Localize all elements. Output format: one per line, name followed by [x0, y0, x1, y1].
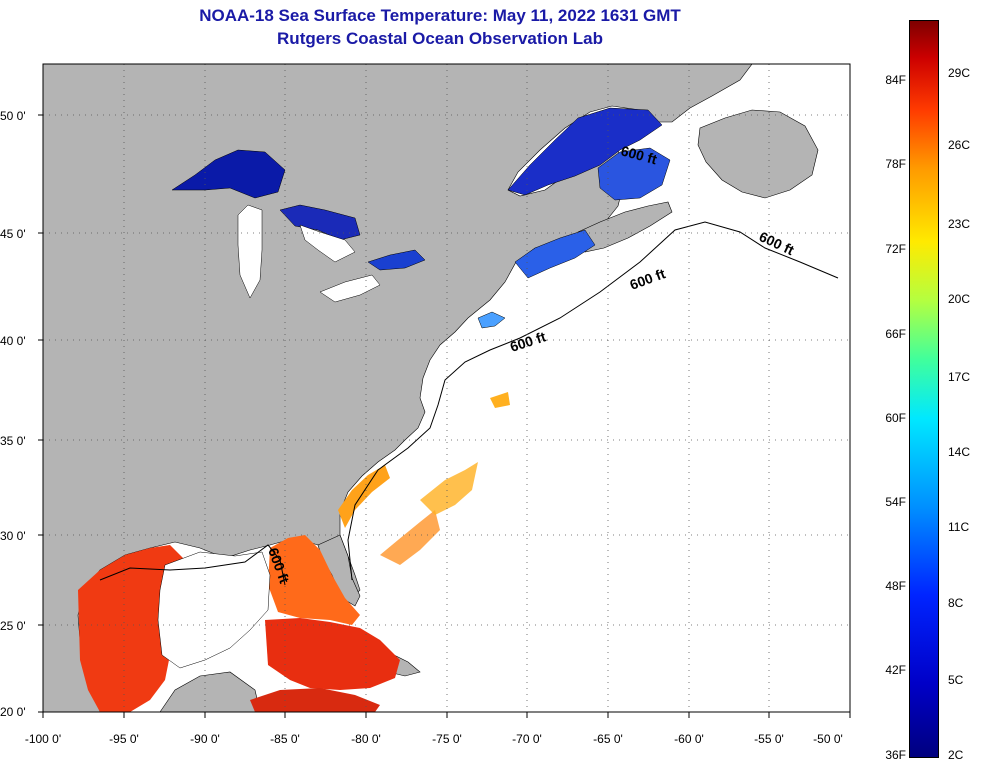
lon-label-60: -60 0': [674, 732, 704, 746]
land-newfoundland: [697, 109, 819, 199]
map-subtitle: Rutgers Coastal Ocean Observation Lab: [277, 29, 603, 48]
lon-label-100: -100 0': [25, 732, 61, 746]
lon-label-75: -75 0': [432, 732, 462, 746]
lon-label-50: -50 0': [813, 732, 843, 746]
lat-label-45: 45 0': [0, 227, 26, 241]
land-north-america: [42, 63, 753, 713]
gulf-st-lawrence: [477, 107, 671, 329]
colorbar-f-48: 48F: [885, 579, 906, 593]
colorbar-c-17: 17C: [948, 370, 971, 384]
colorbar-c-29: 29C: [948, 66, 971, 80]
lat-label-30: 30 0': [0, 529, 26, 543]
colorbar-f-78: 78F: [885, 157, 906, 171]
colorbar-f-36: 36F: [885, 748, 906, 762]
colorbar-c-14: 14C: [948, 445, 971, 459]
colorbar-f-72: 72F: [885, 242, 906, 256]
great-lakes: [171, 149, 426, 303]
lon-label-55: -55 0': [754, 732, 784, 746]
colorbar-f-42: 42F: [885, 663, 906, 677]
colorbar-c-23: 23C: [948, 217, 971, 231]
colorbar-c-11: 11C: [948, 520, 970, 534]
lat-label-50: 50 0': [0, 109, 26, 123]
colorbar-c-20: 20C: [948, 292, 971, 306]
colorbar-c-8: 8C: [948, 596, 964, 610]
lon-label-80: -80 0': [351, 732, 381, 746]
colorbar-c-26: 26C: [948, 138, 971, 152]
colorbar-c-2: 2C: [948, 748, 964, 762]
lat-label-35: 35 0': [0, 434, 26, 448]
gulf-clear-area: [157, 551, 271, 669]
lon-label-85: -85 0': [270, 732, 300, 746]
lat-label-25: 25 0': [0, 619, 26, 633]
colorbar: [909, 20, 939, 758]
map-title: NOAA-18 Sea Surface Temperature: May 11,…: [199, 6, 681, 25]
colorbar-f-84: 84F: [885, 73, 906, 87]
lon-label-65: -65 0': [593, 732, 623, 746]
land-nova-scotia: [577, 201, 673, 253]
lon-label-95: -95 0': [109, 732, 139, 746]
colorbar-f-54: 54F: [885, 495, 906, 509]
isobath-600ft: [347, 221, 839, 581]
graticule: [43, 64, 850, 712]
colorbar-f-60: 60F: [885, 411, 906, 425]
warm-sst-patches: [78, 392, 510, 712]
lat-label-40: 40 0': [0, 334, 26, 348]
isobath-600ft-gulf: [99, 544, 286, 586]
colorbar-c-5: 5C: [948, 673, 964, 687]
axis-ticks: [38, 114, 851, 718]
lon-label-90: -90 0': [190, 732, 220, 746]
lon-label-70: -70 0': [512, 732, 542, 746]
colorbar-f-66: 66F: [885, 327, 906, 341]
lat-label-20: 20 0': [0, 705, 26, 719]
